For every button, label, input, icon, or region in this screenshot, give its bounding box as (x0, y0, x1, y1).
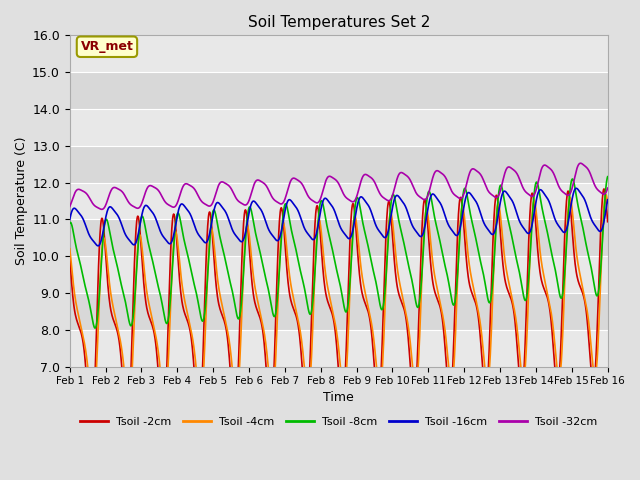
Line: Tsoil -4cm: Tsoil -4cm (70, 194, 607, 408)
Tsoil -2cm (246, 254, 254, 260)
Y-axis label: Soil Temperature (C): Soil Temperature (C) (15, 137, 28, 265)
Tsoil -32cm (540, 162, 548, 168)
Tsoil -2cm (186, 326, 193, 332)
Tsoil -8cm (92, 325, 99, 331)
Bar (70, 182, 607, 219)
Tsoil -16cm (173, 216, 180, 222)
Tsoil -16cm (66, 216, 74, 222)
Bar (70, 36, 607, 72)
Bar (70, 330, 607, 367)
Tsoil -4cm (493, 210, 500, 216)
Tsoil -32cm (577, 160, 584, 166)
Tsoil -2cm (600, 186, 608, 192)
Tsoil -8cm (186, 262, 193, 267)
Tsoil -16cm (572, 185, 580, 191)
Bar (70, 219, 607, 256)
Bar (70, 109, 607, 146)
Line: Tsoil -32cm: Tsoil -32cm (70, 163, 607, 209)
Tsoil -32cm (604, 185, 611, 191)
Tsoil -8cm (604, 174, 611, 180)
Tsoil -16cm (246, 206, 254, 212)
Line: Tsoil -2cm: Tsoil -2cm (70, 189, 607, 431)
Tsoil -4cm (246, 239, 254, 244)
Tsoil -16cm (493, 221, 500, 227)
Tsoil -32cm (98, 206, 106, 212)
X-axis label: Time: Time (323, 391, 354, 404)
Tsoil -2cm (604, 219, 611, 225)
Tsoil -4cm (186, 322, 193, 327)
Tsoil -4cm (422, 207, 430, 213)
Bar (70, 146, 607, 182)
Tsoil -8cm (66, 220, 74, 226)
Tsoil -4cm (540, 274, 548, 280)
Tsoil -8cm (540, 215, 548, 220)
Tsoil -4cm (89, 405, 97, 411)
Tsoil -8cm (246, 204, 254, 210)
Tsoil -32cm (493, 194, 500, 200)
Tsoil -32cm (173, 202, 180, 207)
Bar (70, 72, 607, 109)
Tsoil -32cm (422, 196, 430, 202)
Tsoil -16cm (186, 210, 193, 216)
Tsoil -2cm (422, 205, 430, 211)
Tsoil -4cm (602, 192, 609, 197)
Tsoil -4cm (66, 246, 74, 252)
Tsoil -8cm (422, 202, 430, 208)
Text: VR_met: VR_met (81, 40, 133, 53)
Tsoil -16cm (604, 197, 611, 203)
Tsoil -4cm (173, 232, 180, 238)
Line: Tsoil -8cm: Tsoil -8cm (70, 177, 607, 328)
Bar (70, 293, 607, 330)
Tsoil -2cm (88, 428, 95, 434)
Bar (70, 256, 607, 293)
Tsoil -16cm (422, 215, 430, 221)
Tsoil -2cm (540, 286, 548, 292)
Tsoil -4cm (604, 200, 611, 206)
Tsoil -2cm (493, 192, 500, 198)
Tsoil -8cm (493, 216, 500, 221)
Tsoil -16cm (94, 243, 102, 249)
Tsoil -32cm (246, 195, 254, 201)
Tsoil -32cm (66, 204, 74, 209)
Legend: Tsoil -2cm, Tsoil -4cm, Tsoil -8cm, Tsoil -16cm, Tsoil -32cm: Tsoil -2cm, Tsoil -4cm, Tsoil -8cm, Tsoi… (76, 412, 602, 432)
Tsoil -32cm (186, 182, 193, 188)
Line: Tsoil -16cm: Tsoil -16cm (70, 188, 607, 246)
Tsoil -8cm (173, 213, 180, 219)
Tsoil -2cm (173, 237, 180, 242)
Title: Soil Temperatures Set 2: Soil Temperatures Set 2 (248, 15, 430, 30)
Tsoil -2cm (66, 253, 74, 259)
Tsoil -16cm (540, 191, 548, 196)
